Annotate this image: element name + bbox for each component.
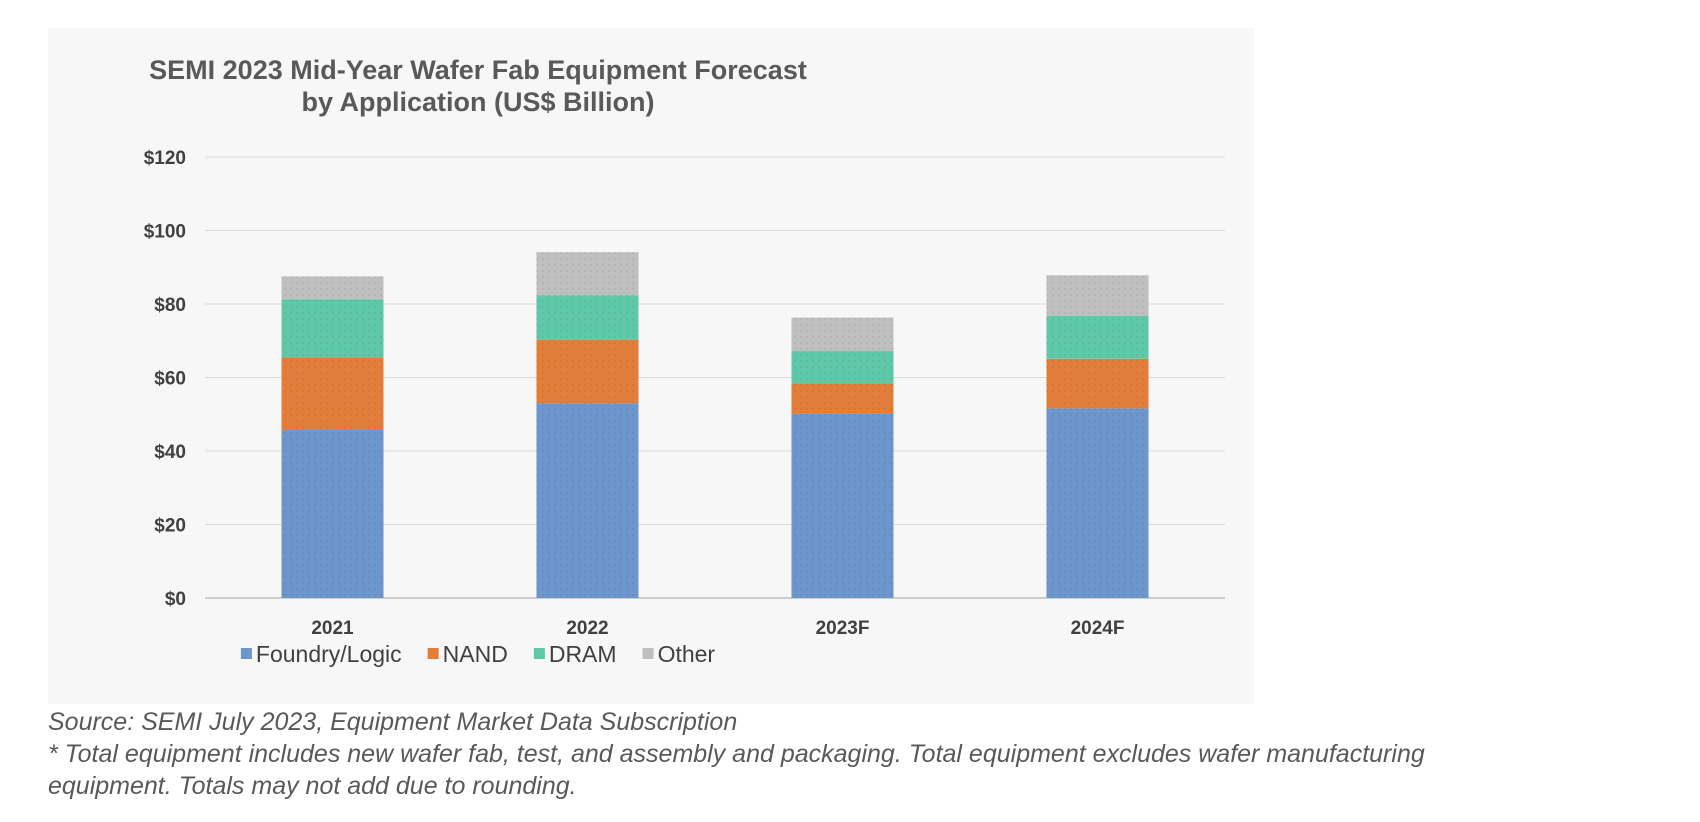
legend-swatch: [533, 648, 545, 659]
bar-texture: [281, 276, 384, 300]
legend-label: NAND: [443, 641, 508, 667]
legend-label: Other: [658, 641, 716, 667]
legend-label: Foundry/Logic: [256, 641, 402, 667]
x-tick-label: 2022: [566, 618, 608, 639]
y-tick-label: $60: [154, 369, 186, 390]
legend: Foundry/Logic NAND DRAM Other: [240, 641, 716, 667]
legend-item: NAND: [427, 641, 508, 667]
bar-texture: [1046, 358, 1149, 409]
legend-item: Foundry/Logic: [240, 641, 402, 667]
bar-texture: [1046, 315, 1149, 359]
legend-swatch: [427, 648, 439, 659]
bar-texture: [1046, 408, 1149, 598]
bars: [281, 252, 1149, 598]
bar-texture: [536, 252, 639, 296]
footnote-line-1: * Total equipment includes new wafer fab…: [48, 740, 1425, 768]
bar-texture: [791, 351, 894, 384]
x-axis-ticks: 2021 2022 2023F 2024F: [311, 618, 1124, 639]
y-axis-ticks: $0 $20 $40 $60 $80 $100 $120: [144, 148, 186, 610]
x-tick-label: 2021: [311, 618, 354, 639]
y-tick-label: $40: [154, 442, 186, 463]
bar-texture: [1046, 275, 1149, 316]
footnote-line-2: equipment. Totals may not add due to rou…: [48, 772, 577, 800]
bar-texture: [791, 413, 894, 598]
bar-texture: [536, 295, 639, 340]
bar-texture: [281, 430, 384, 598]
legend-item: Other: [642, 641, 716, 667]
y-tick-label: $100: [144, 222, 186, 243]
y-tick-label: $20: [154, 516, 186, 537]
chart-panel: SEMI 2023 Mid-Year Wafer Fab Equipment F…: [48, 28, 1254, 704]
stacked-bar-chart: SEMI 2023 Mid-Year Wafer Fab Equipment F…: [144, 55, 1225, 667]
legend-item: DRAM: [533, 641, 617, 667]
legend-swatch: [240, 648, 252, 659]
x-tick-label: 2023F: [816, 618, 870, 639]
chart-title: SEMI 2023 Mid-Year Wafer Fab Equipment F…: [149, 55, 807, 85]
x-tick-label: 2024F: [1071, 618, 1125, 639]
source-note: Source: SEMI July 2023, Equipment Market…: [48, 708, 738, 736]
bar-texture: [536, 339, 639, 404]
legend-label: DRAM: [549, 641, 617, 667]
bar-texture: [281, 357, 384, 431]
bar-texture: [791, 383, 894, 414]
bar-texture: [536, 403, 639, 598]
chart-subtitle: by Application (US$ Billion): [301, 87, 654, 117]
legend-swatch: [642, 648, 654, 659]
y-tick-label: $0: [165, 589, 186, 610]
y-tick-label: $120: [144, 148, 186, 169]
y-tick-label: $80: [154, 295, 186, 316]
bar-texture: [281, 299, 384, 358]
bar-texture: [791, 317, 894, 352]
